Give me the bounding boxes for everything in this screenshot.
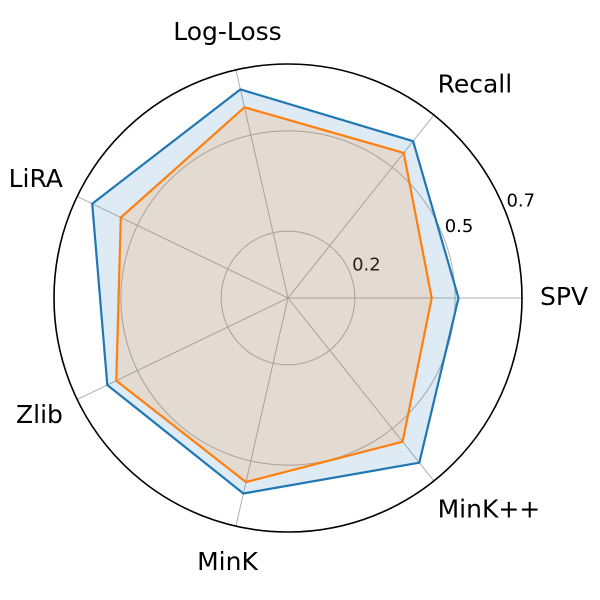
category-label: LiRA (9, 164, 63, 193)
y-tick-label: 0.2 (352, 255, 381, 276)
category-label: MinK++ (438, 495, 541, 524)
series-line (115, 106, 433, 484)
category-label: Log-Loss (173, 17, 282, 46)
category-label: SPV (540, 282, 588, 311)
series-area (92, 89, 459, 494)
category-label: Zlib (16, 400, 63, 429)
frame (53, 63, 523, 533)
spoke (235, 297, 289, 527)
spoke (76, 297, 289, 400)
series-line (91, 88, 460, 495)
spoke (76, 196, 289, 299)
category-label: MinK (197, 547, 258, 576)
series-area (116, 107, 432, 483)
y-tick-label: 0.5 (445, 216, 474, 237)
spoke (287, 114, 435, 299)
category-label: Recall (438, 69, 513, 98)
spoke (287, 297, 435, 482)
y-tick-label: 0.7 (506, 191, 535, 212)
